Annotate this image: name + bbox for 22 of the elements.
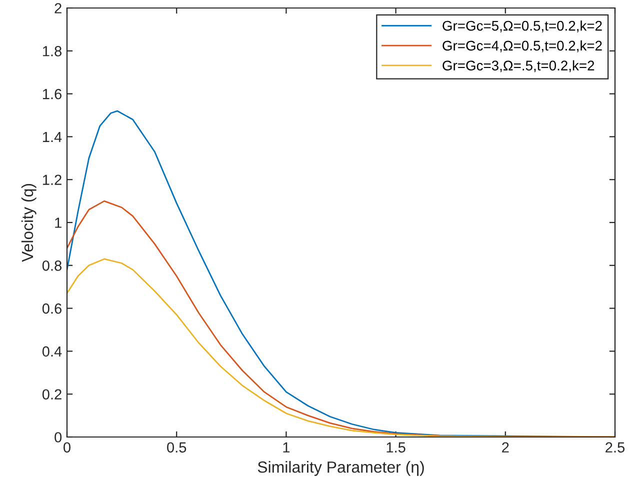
x-tick-label: 2.5 (606, 442, 625, 453)
legend-label: Gr=Gc=3,Ω=.5,t=0.2,k=2 (442, 60, 594, 72)
legend-label: Gr=Gc=5,Ω=0.5,t=0.2,k=2 (442, 20, 602, 32)
y-tick-label: 0.4 (42, 346, 62, 357)
x-tick-label: 0 (64, 442, 70, 453)
y-tick-label: 0.8 (42, 260, 62, 271)
y-tick-label: 1.2 (42, 174, 62, 185)
x-axis-title: Similarity Parameter (η) (258, 461, 424, 476)
y-tick-label: 1.6 (42, 88, 62, 100)
x-tick-label: 0.5 (167, 442, 186, 453)
legend-label: Gr=Gc=4,Ω=0.5,t=0.2,k=2 (442, 40, 602, 52)
y-tick-label: 1 (55, 218, 62, 228)
y-tick-label: 0 (54, 432, 62, 442)
y-tick-label: 2 (54, 3, 62, 14)
y-tick-label: 0.2 (42, 389, 62, 400)
y-tick-label: 0.6 (42, 303, 62, 314)
y-axis-title: Velocity (q) (21, 184, 36, 262)
x-tick-label: 2 (502, 442, 509, 452)
y-tick-label: 1.4 (42, 132, 62, 142)
y-tick-label: 1.8 (42, 46, 62, 56)
x-tick-label: 1.5 (386, 442, 406, 453)
x-tick-label: 1 (283, 442, 290, 452)
